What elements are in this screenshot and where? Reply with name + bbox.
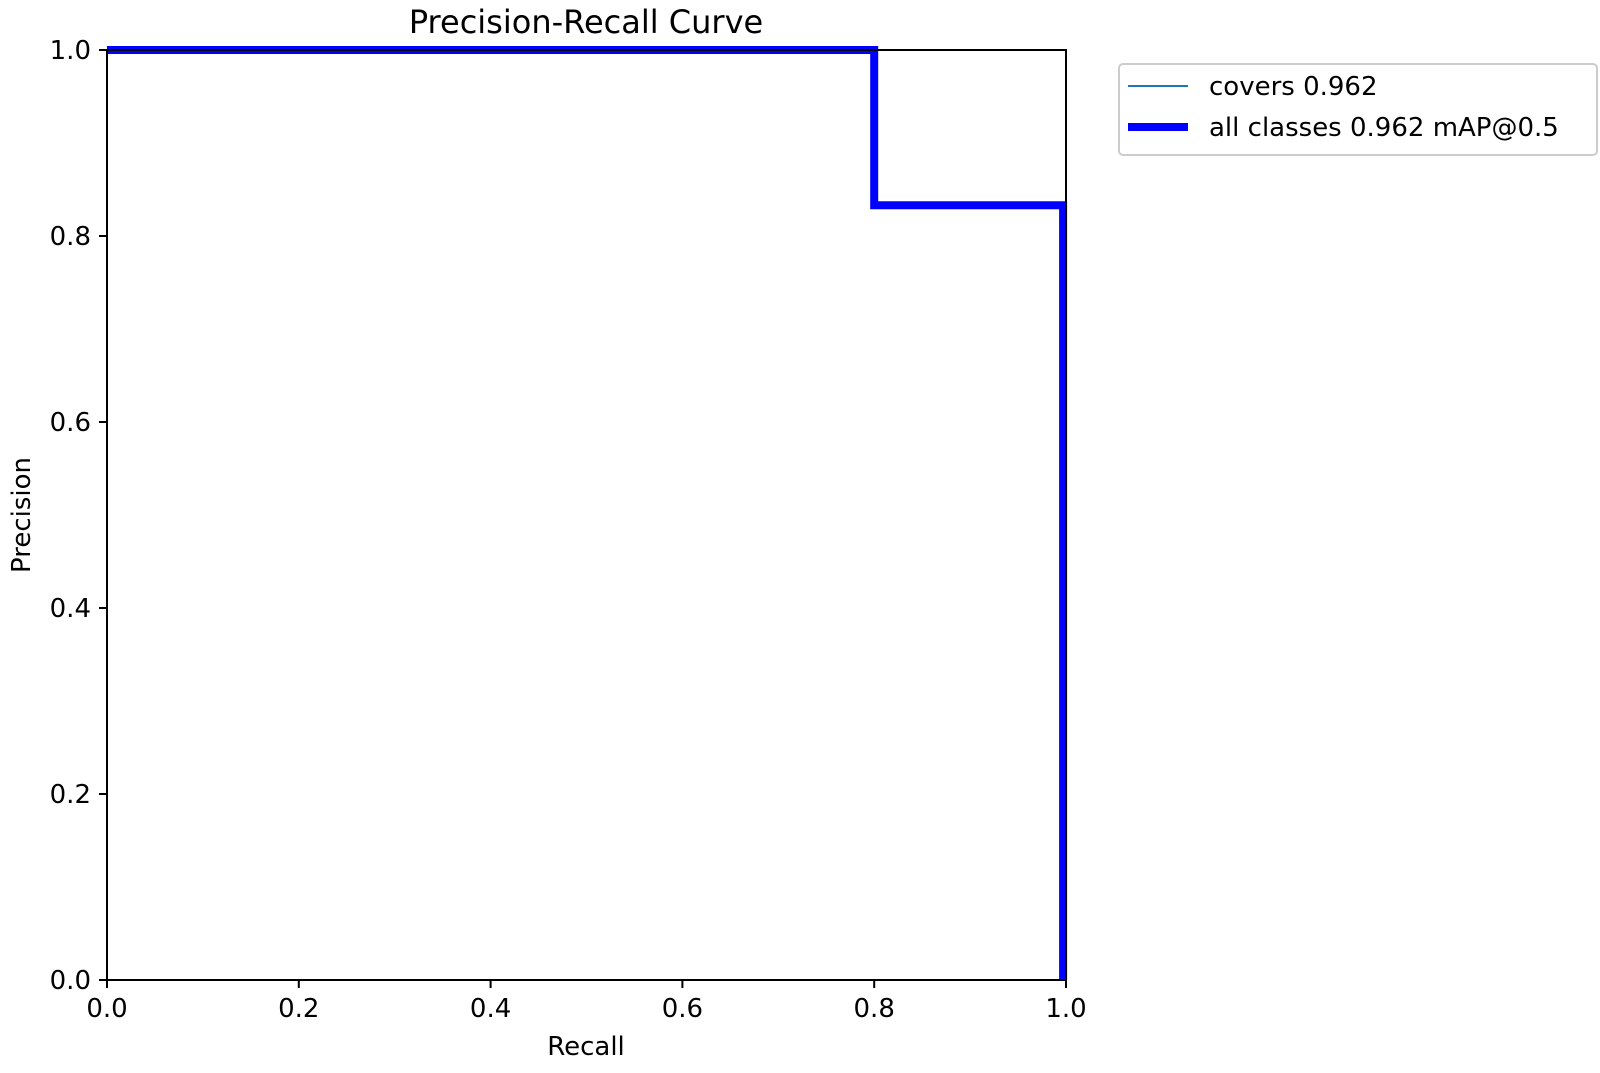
legend: covers 0.962 all classes 0.962 mAP@0.5	[1118, 63, 1598, 156]
y-axis: 0.0 0.2 0.4 0.6 0.8 1.0	[50, 36, 107, 996]
y-tick-label: 0.0	[50, 966, 91, 996]
x-tick-label: 0.0	[86, 994, 127, 1024]
x-axis: 0.0 0.2 0.4 0.6 0.8 1.0	[86, 980, 1087, 1024]
legend-label-all-classes: all classes 0.962 mAP@0.5	[1209, 113, 1559, 143]
x-tick-label: 0.6	[662, 994, 703, 1024]
y-tick-label: 0.6	[50, 408, 91, 438]
plot-area	[107, 50, 1066, 980]
legend-label-covers: covers 0.962	[1209, 72, 1378, 102]
legend-box	[1118, 63, 1598, 156]
x-tick-label: 0.8	[854, 994, 895, 1024]
y-tick-label: 0.8	[50, 222, 91, 252]
x-tick-label: 0.2	[278, 994, 319, 1024]
plot-frame	[106, 49, 1067, 981]
y-tick-label: 1.0	[50, 36, 91, 66]
x-tick-label: 0.4	[470, 994, 511, 1024]
x-axis-label: Recall	[547, 1032, 625, 1062]
y-tick-label: 0.2	[50, 780, 91, 810]
chart-title: Precision-Recall Curve	[409, 3, 763, 41]
x-tick-label: 1.0	[1045, 994, 1086, 1024]
y-tick-label: 0.4	[50, 594, 91, 624]
y-axis-label: Precision	[7, 457, 37, 573]
